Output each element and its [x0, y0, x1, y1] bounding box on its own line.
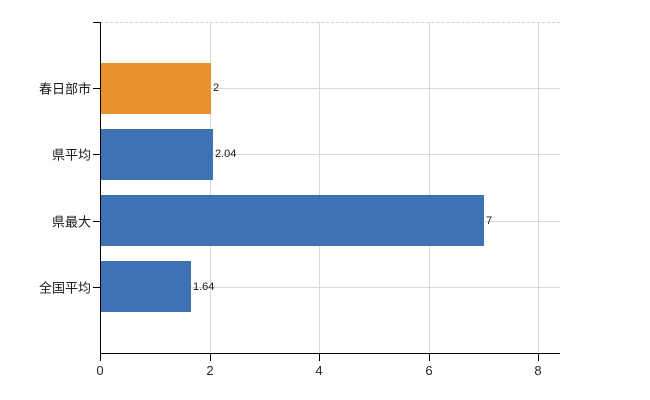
- x-tick-label: 2: [206, 363, 214, 378]
- bar-value-label: 2.04: [215, 148, 237, 160]
- bar: [101, 129, 213, 180]
- y-tick-mark: [93, 88, 100, 89]
- x-tick-mark: [429, 354, 430, 361]
- bar: [101, 63, 211, 114]
- bar: [101, 195, 484, 246]
- gridline-vertical: [319, 22, 320, 353]
- x-tick-mark: [210, 354, 211, 361]
- x-tick-mark: [538, 354, 539, 361]
- bar-value-label: 1.64: [193, 281, 215, 293]
- category-label: 県最大: [51, 214, 91, 230]
- x-tick-label: 6: [425, 363, 433, 378]
- x-axis-line: [100, 353, 560, 354]
- gridline-horizontal: [101, 154, 560, 155]
- x-tick-label: 8: [534, 363, 542, 378]
- y-tick-mark: [93, 221, 100, 222]
- category-label: 春日部市: [38, 81, 91, 97]
- x-tick-label: 4: [315, 363, 323, 378]
- y-tick-mark: [93, 22, 100, 23]
- bar-value-label: 2: [213, 82, 220, 94]
- category-label: 県平均: [51, 147, 91, 163]
- y-axis-line: [100, 22, 101, 360]
- gridline-horizontal: [101, 88, 560, 89]
- gridline-vertical: [428, 22, 430, 353]
- bar: [101, 261, 191, 312]
- x-tick-label: 0: [96, 363, 104, 378]
- y-tick-mark: [93, 287, 100, 288]
- x-tick-mark: [100, 354, 101, 361]
- x-tick-mark: [319, 354, 320, 361]
- gridline-vertical: [209, 22, 211, 353]
- bar-value-label: 7: [486, 215, 493, 227]
- gridline-vertical: [538, 22, 539, 353]
- y-tick-mark: [93, 154, 100, 155]
- plot-top-border: [100, 22, 560, 23]
- category-label: 全国平均: [38, 280, 91, 296]
- gridline-horizontal: [101, 287, 560, 288]
